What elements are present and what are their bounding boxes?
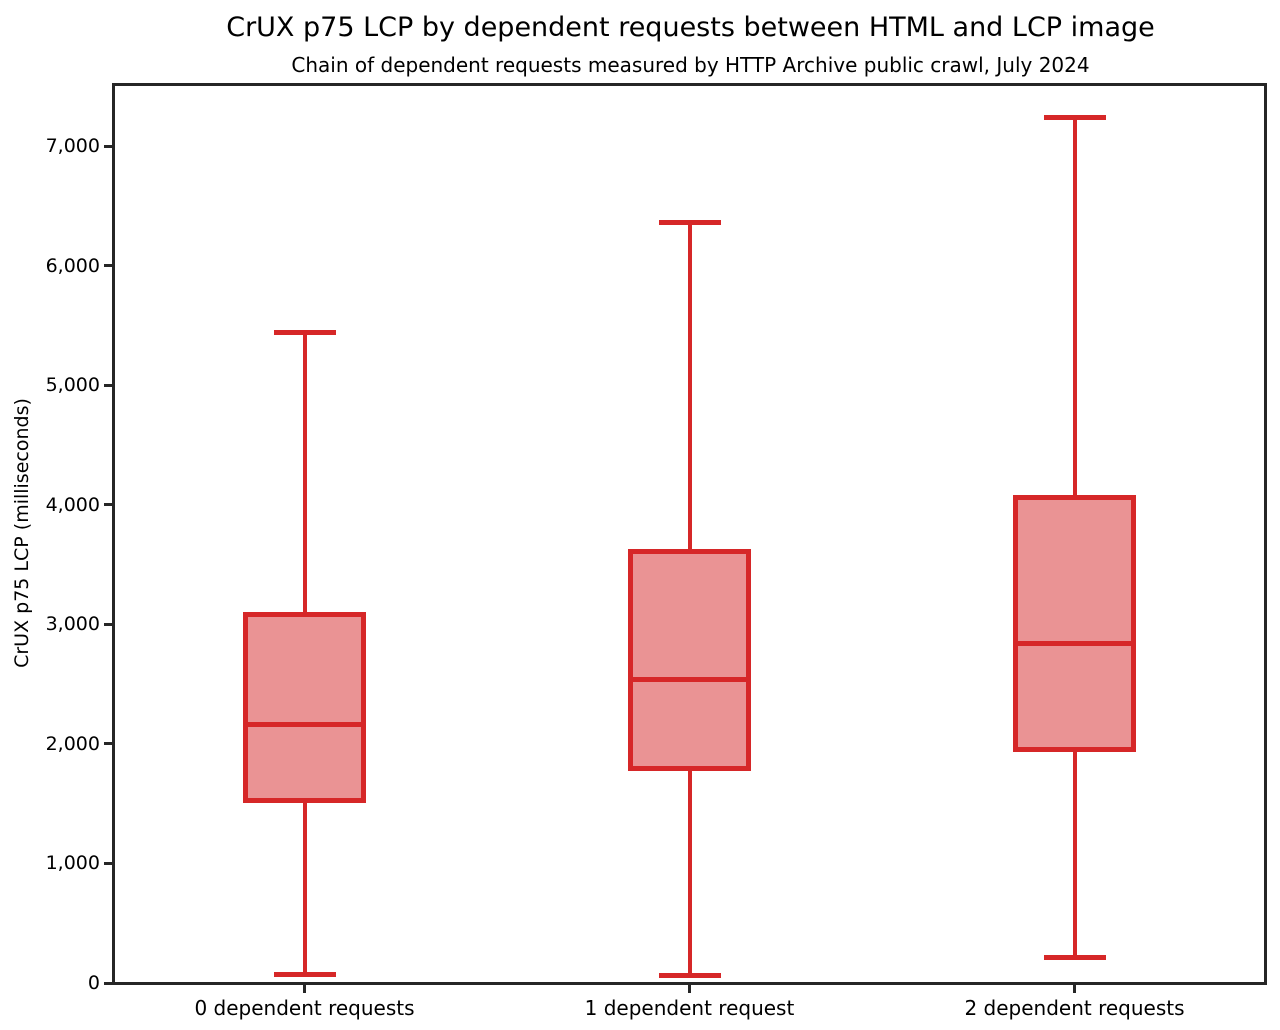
box-median <box>245 722 364 728</box>
box-median <box>1015 640 1134 646</box>
whisker-lower-line <box>302 798 307 977</box>
whisker-upper-cap <box>1043 114 1106 120</box>
y-tick-mark <box>104 861 112 865</box>
whisker-upper-cap <box>658 220 721 226</box>
y-tick-label: 7,000 <box>45 135 100 158</box>
box-body <box>628 548 751 772</box>
box-body <box>1013 494 1136 752</box>
x-tick-mark <box>303 985 306 993</box>
x-tick-label: 2 dependent requests <box>964 996 1185 1020</box>
x-tick-mark <box>1073 985 1076 993</box>
y-tick-mark <box>104 622 112 626</box>
whisker-upper-line <box>687 220 692 554</box>
whisker-upper-line <box>1072 115 1077 500</box>
box-median <box>630 676 749 682</box>
whisker-upper-cap <box>273 330 336 336</box>
whisker-upper-line <box>302 330 307 617</box>
chart-subtitle: Chain of dependent requests measured by … <box>291 53 1090 77</box>
box-body <box>243 611 366 803</box>
y-tick-mark <box>104 742 112 746</box>
whisker-lower-cap <box>1043 955 1106 961</box>
y-tick-mark <box>104 503 112 507</box>
y-tick-label: 5,000 <box>45 374 100 397</box>
whisker-lower-line <box>687 767 692 978</box>
whisker-lower-cap <box>273 972 336 978</box>
chart-title: CrUX p75 LCP by dependent requests betwe… <box>226 12 1155 43</box>
y-tick-label: 0 <box>87 972 100 994</box>
whisker-lower-cap <box>658 972 721 978</box>
y-tick-label: 2,000 <box>45 732 100 755</box>
y-tick-label: 6,000 <box>45 254 100 277</box>
y-tick-mark <box>104 264 112 268</box>
y-tick-label: 4,000 <box>45 493 100 516</box>
x-tick-label: 0 dependent requests <box>194 996 415 1020</box>
y-tick-label: 3,000 <box>45 613 100 636</box>
x-tick-label: 1 dependent request <box>584 996 795 1020</box>
y-tick-mark <box>104 383 112 387</box>
whisker-lower-line <box>1072 747 1077 960</box>
y-tick-mark <box>104 144 112 148</box>
x-tick-mark <box>688 985 691 993</box>
y-tick-label: 1,000 <box>45 852 100 875</box>
y-tick-mark <box>104 981 112 985</box>
